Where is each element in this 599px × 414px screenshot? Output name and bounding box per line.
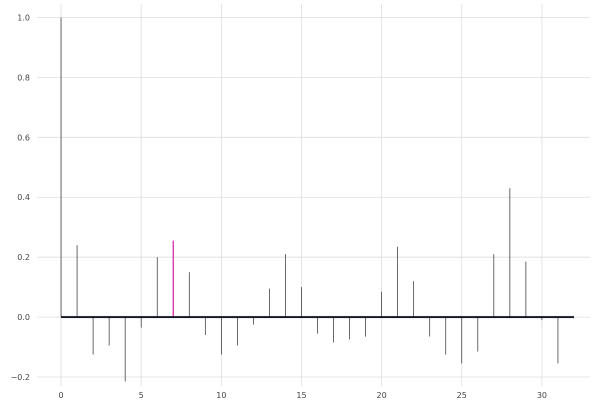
x-tick-label: 0 bbox=[58, 391, 63, 400]
x-tick-label: 20 bbox=[377, 391, 387, 400]
x-tick-label: 15 bbox=[296, 391, 306, 400]
x-tick-label: 10 bbox=[216, 391, 226, 400]
y-tick-label: −0.2 bbox=[11, 373, 30, 382]
y-tick-label: 0.8 bbox=[17, 73, 30, 82]
x-tick-label: 30 bbox=[537, 391, 547, 400]
y-tick-label: 0.0 bbox=[17, 313, 30, 322]
y-tick-label: 0.4 bbox=[17, 193, 30, 202]
y-tick-label: 1.0 bbox=[17, 13, 30, 22]
y-tick-label: 0.6 bbox=[17, 133, 30, 142]
tick-label-layer: 0 5 10 15 20 25 30 −0.2 0.0 0.2 0.4 0.6 0.8 1.0 bbox=[11, 13, 547, 400]
x-tick-label: 5 bbox=[139, 391, 144, 400]
grid-layer bbox=[37, 4, 590, 386]
stem-layer bbox=[60, 17, 559, 382]
y-tick-label: 0.2 bbox=[17, 253, 30, 262]
x-tick-label: 25 bbox=[457, 391, 467, 400]
